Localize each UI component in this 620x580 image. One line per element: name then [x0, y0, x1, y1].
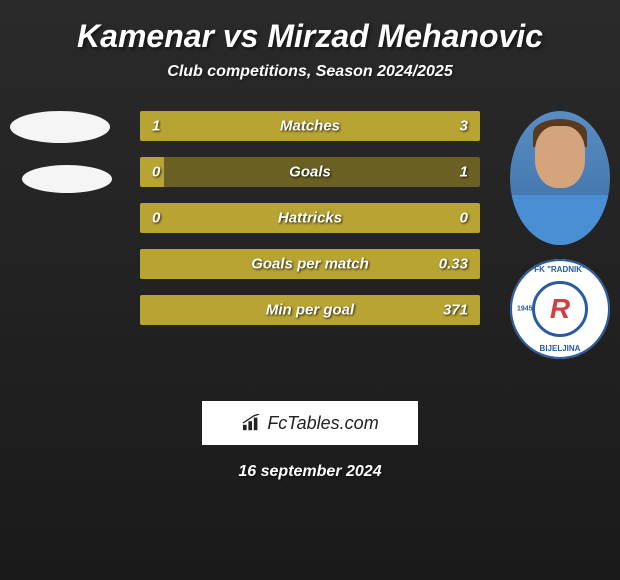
club-name-top: FK "RADNIK" [534, 265, 586, 274]
stat-value-right: 3 [460, 118, 468, 135]
stat-label: Hattricks [278, 210, 342, 227]
stat-value-right: 0 [460, 210, 468, 227]
club-name-bottom: BIJELJINA [540, 344, 581, 353]
date-label: 16 september 2024 [0, 463, 620, 481]
comparison-title: Kamenar vs Mirzad Mehanovic [0, 0, 620, 63]
brand-text: FcTables.com [267, 413, 378, 434]
stat-value-right: 371 [443, 302, 468, 319]
brand-chart-icon [241, 414, 263, 432]
stat-label: Matches [280, 118, 340, 135]
stat-value-right: 1 [460, 164, 468, 181]
stat-value-right: 0.33 [439, 256, 468, 273]
stat-value-left: 0 [152, 164, 160, 181]
comparison-subtitle: Club competitions, Season 2024/2025 [0, 63, 620, 81]
stat-row: Goals per match 0.33 [140, 249, 480, 279]
club-letter: R [550, 293, 570, 325]
stat-value-left: 1 [152, 118, 160, 135]
stat-bars: Matches 1 3 Goals 0 1 Hattricks 0 0 Goals per mat… [140, 111, 480, 341]
player2-avatar [510, 111, 610, 245]
stat-label: Min per goal [266, 302, 354, 319]
stat-row: Goals 0 1 [140, 157, 480, 187]
brand-box[interactable]: FcTables.com [202, 401, 418, 445]
player1-avatar [10, 111, 110, 211]
stat-row: Hattricks 0 0 [140, 203, 480, 233]
stat-row: Matches 1 3 [140, 111, 480, 141]
stat-label: Goals [289, 164, 331, 181]
club-year: 1945 [517, 306, 533, 313]
stat-row: Min per goal 371 [140, 295, 480, 325]
player1-placeholder-icon [10, 111, 110, 143]
player2-column: FK "RADNIK" 1945 R BIJELJINA [510, 111, 610, 359]
stat-label: Goals per match [251, 256, 369, 273]
player2-club-badge: FK "RADNIK" 1945 R BIJELJINA [510, 259, 610, 359]
player1-club-placeholder-icon [22, 165, 112, 193]
comparison-content: FK "RADNIK" 1945 R BIJELJINA Matches 1 3 Go… [0, 111, 620, 371]
stat-value-left: 0 [152, 210, 160, 227]
